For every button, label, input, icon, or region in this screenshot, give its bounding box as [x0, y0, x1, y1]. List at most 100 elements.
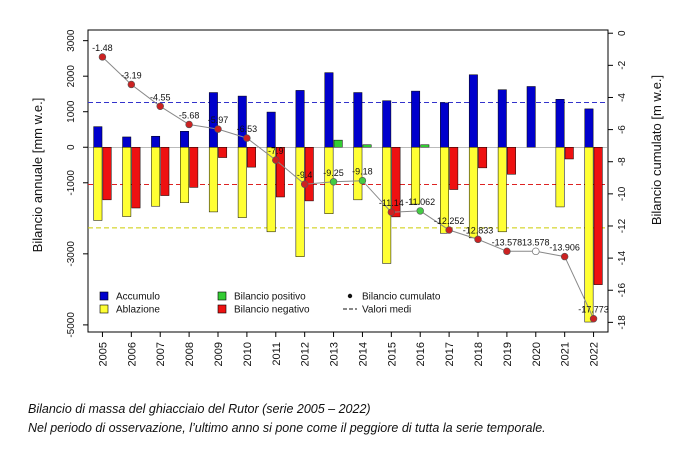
cumulative-label-2005: -1.48: [92, 43, 113, 53]
x-tick-label-2019: 2019: [502, 342, 514, 366]
cumulative-line: [102, 56, 595, 319]
bar-accumulo-2022: [584, 108, 594, 148]
bar-bilancio-negativo-2007: [160, 146, 170, 196]
bar-accumulo-2018: [468, 74, 478, 148]
cumulative-points: [98, 53, 598, 323]
bar-ablazione-2009: [208, 146, 218, 213]
cumulative-point-2007: [156, 102, 164, 111]
cumulative-label-2019: -13.578: [492, 237, 523, 247]
cumulative-label-2021: -13.906: [549, 243, 580, 253]
right-axis-label: Bilancio cumulato [m w.e.]: [649, 75, 664, 225]
left-tick-label-3: 0: [66, 144, 77, 150]
x-tick-label-2018: 2018: [473, 342, 485, 366]
bar-ablazione-2008: [180, 146, 189, 203]
right-tick-label-4: -8: [617, 157, 628, 166]
x-tick-label-2008: 2008: [184, 342, 196, 366]
bars: [93, 72, 603, 323]
bar-accumulo-2021: [555, 99, 565, 148]
bar-ablazione-2016: [411, 146, 421, 205]
bar-accumulo-2020: [526, 86, 536, 148]
left-axis-label: Bilancio annuale [mm w.e.]: [30, 98, 45, 253]
bar-ablazione-2006: [122, 146, 132, 217]
cumulative-label-2007: -4.55: [150, 92, 171, 102]
left-tick-label-0: 3000: [66, 29, 77, 52]
bar-accumulo-2013: [324, 72, 334, 148]
right-tick-label-0: 0: [617, 30, 628, 36]
cumulative-label-2008: -5.68: [179, 110, 200, 120]
bar-accumulo-2012: [295, 90, 305, 148]
cumulative-labels: -1.48 -3.19 -4.55 -5.68 -5.97 -6.53 -7.9 -9.4 -9…: [92, 43, 609, 315]
bar-bilancio-negativo-2008: [189, 146, 199, 188]
left-tick-label-1: 2000: [66, 65, 77, 88]
bar-bilancio-negativo-2006: [131, 146, 141, 209]
right-tick-label-7: -14: [617, 250, 628, 265]
cumulative-point-2013: [329, 178, 338, 186]
x-tick-label-2022: 2022: [589, 342, 601, 366]
cumulative-label-2013: -9.25: [323, 168, 344, 178]
bar-accumulo-2011: [266, 111, 276, 148]
x-tick-label-2020: 2020: [531, 342, 543, 366]
x-tick-label-2021: 2021: [560, 342, 572, 366]
reference-lines: [88, 101, 608, 229]
x-tick-label-2011: 2011: [271, 342, 283, 366]
legend-swatch-0: [99, 291, 109, 301]
cumulative-point-2015: [387, 208, 396, 216]
right-tick-label-9: -18: [617, 315, 628, 330]
x-tick-label-2007: 2007: [155, 342, 167, 366]
legend-swatch-2: [217, 291, 227, 301]
bar-bilancio-negativo-2017: [449, 146, 459, 190]
cumulative-label-2014: -9.18: [352, 167, 373, 177]
cumulative-label-2018: -12.833: [463, 225, 494, 235]
x-tick-label-2010: 2010: [242, 342, 254, 366]
cumulative-polyline: [102, 56, 595, 319]
caption-title: Bilancio di massa del ghiacciaio del Rut…: [28, 402, 371, 416]
caption-note: Nel periodo di osservazione, l’ultimo an…: [28, 421, 546, 435]
right-tick-label-6: -12: [617, 218, 628, 233]
legend-label-2: Bilancio positivo: [234, 292, 306, 303]
bar-ablazione-2021: [555, 146, 565, 208]
legend-label-3: Bilancio negativo: [234, 305, 310, 316]
x-tick-label-2016: 2016: [415, 342, 427, 366]
bar-accumulo-2017: [440, 102, 449, 148]
bar-ablazione-2018: [468, 146, 478, 239]
left-tick-label-5: -3000: [66, 241, 77, 267]
cumulative-point-2011: [272, 156, 280, 164]
bar-accumulo-2014: [353, 92, 363, 148]
cumulative-point-2018: [474, 235, 482, 244]
bar-bilancio-positivo-2016: [420, 144, 430, 148]
cumulative-point-2008: [185, 120, 193, 129]
x-tick-label-2015: 2015: [386, 342, 398, 366]
cumulative-point-2014: [358, 176, 367, 185]
bar-ablazione-2010: [237, 146, 247, 218]
bar-bilancio-negativo-2010: [247, 146, 256, 168]
cumulative-label-2015: -11.14: [379, 198, 404, 208]
legend: Accumulo Ablazione Bilancio positivo Bilanc…: [99, 291, 441, 316]
cumulative-label-2009: -5.97: [208, 115, 229, 125]
x-tick-label-2012: 2012: [300, 342, 312, 366]
right-tick-label-2: -4: [617, 93, 628, 102]
x-tick-label-2013: 2013: [329, 342, 341, 366]
bar-ablazione-2005: [93, 146, 103, 221]
bar-accumulo-2008: [180, 131, 189, 148]
right-tick-label-8: -16: [617, 283, 628, 298]
bar-bilancio-negativo-2005: [102, 146, 112, 201]
cumulative-point-2017: [445, 226, 453, 234]
cumulative-point-2009: [214, 125, 222, 133]
bar-ablazione-2014: [353, 146, 363, 201]
bar-ablazione-2015: [382, 146, 392, 264]
cumulative-point-2005: [98, 53, 107, 61]
left-axis: 3000 2000 1000 0 -1000 -3000 -5000: [66, 29, 88, 338]
right-tick-label-5: -10: [617, 186, 628, 201]
bar-bilancio-positivo-2014: [362, 144, 372, 148]
cumulative-label-2020: 13.578: [522, 237, 550, 247]
bar-bilancio-negativo-2021: [564, 146, 574, 160]
cumulative-point-2010: [243, 134, 251, 142]
cumulative-label-2017: -12.252: [434, 216, 465, 226]
plot-frame: [87, 29, 609, 333]
bar-accumulo-2006: [122, 136, 132, 148]
bar-bilancio-positivo-2013: [333, 139, 343, 148]
right-tick-label-1: -2: [617, 60, 628, 69]
cumulative-point-2020: [532, 247, 540, 256]
left-tick-label-2: 1000: [66, 100, 77, 123]
bar-accumulo-2007: [151, 135, 161, 148]
